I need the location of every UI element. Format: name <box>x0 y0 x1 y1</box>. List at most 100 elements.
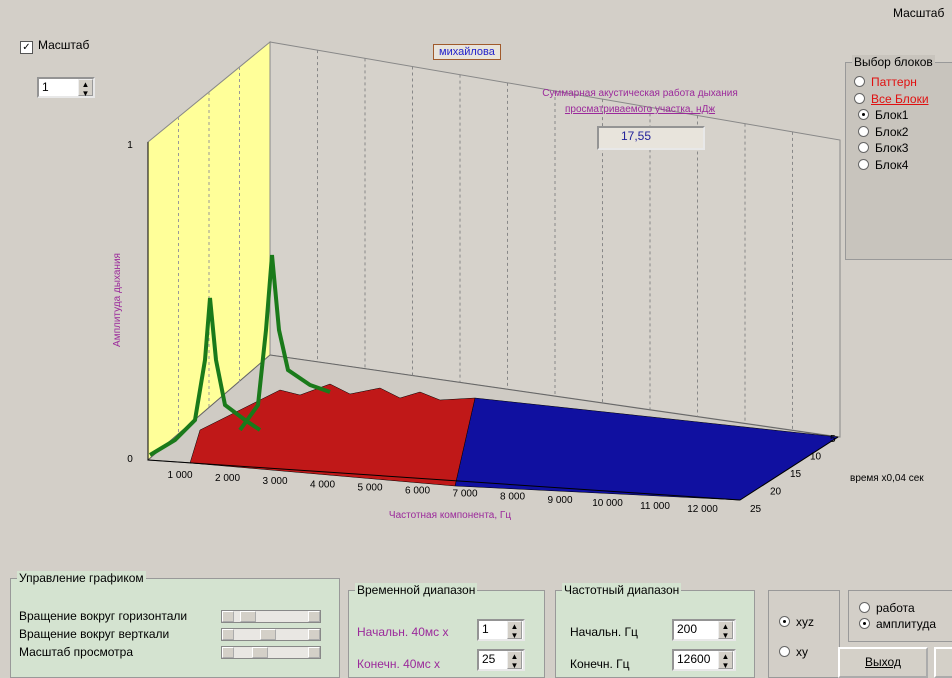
graph-control: Управление графиком Вращение вокруг гори… <box>10 571 340 678</box>
work-value-text: 17,55 <box>621 129 652 143</box>
scroll-arrow[interactable] <box>308 647 320 658</box>
radio-button[interactable] <box>858 125 869 137</box>
group-title: Частотный диапазон <box>562 583 682 597</box>
radio-button[interactable] <box>858 109 869 120</box>
radio-label: работа <box>876 601 915 615</box>
radio-option[interactable]: Блок2 <box>858 125 908 139</box>
radio-option[interactable]: Блок4 <box>858 158 908 172</box>
z-tick-label: 5 <box>830 434 836 445</box>
y-tick-label: 1 <box>127 140 133 151</box>
time-range: Временной диапазон Начальн. 40мс х 1 ▲ ▼ … <box>348 583 545 678</box>
input-value: 200 <box>677 622 698 636</box>
input-value: 12600 <box>677 652 711 666</box>
radio-label: Блок3 <box>875 141 909 155</box>
freq-end-label: Конечн. Гц <box>570 657 630 671</box>
scroll-arrow[interactable] <box>222 647 234 658</box>
x-axis-title: Частотная компонента, Гц <box>389 510 511 521</box>
radio-label: xy <box>796 645 808 659</box>
work-title-1: Суммарная акустическая работа дыхания <box>542 87 737 99</box>
radio-label: Все Блоки <box>871 91 929 106</box>
x-tick-label: 3 000 <box>262 476 287 487</box>
z-axis <box>739 436 839 501</box>
scroll-arrow[interactable] <box>308 629 320 640</box>
z-tick-label: 20 <box>770 487 782 498</box>
scroll-arrow[interactable] <box>308 611 320 622</box>
scrollbar[interactable] <box>221 646 321 659</box>
work-value: 17,55 <box>597 126 705 150</box>
spinner-buttons[interactable]: ▲ ▼ <box>507 621 522 640</box>
time-end-label: Конечн. 40мс х <box>357 657 441 671</box>
input-value: 1 <box>482 622 489 636</box>
scrollbar[interactable] <box>221 628 321 641</box>
y-tick-label: 0 <box>127 454 133 465</box>
radio-button[interactable] <box>779 646 790 657</box>
block-selection: Выбор блоков Паттерн Все Блоки Блок1 Блок2 Б… <box>845 55 952 260</box>
radio-label: Блок2 <box>875 124 909 139</box>
radio-button[interactable] <box>779 616 790 627</box>
surface-green-peak <box>148 297 262 457</box>
radio-option[interactable]: Все Блоки <box>854 92 929 106</box>
radio-label: Блок4 <box>875 157 909 172</box>
radio-label: xyz <box>796 615 814 629</box>
radio-option[interactable]: Блок3 <box>858 141 908 155</box>
group-title: Временной диапазон <box>355 583 478 597</box>
control-label: Вращение вокруг горизонтали <box>19 609 188 623</box>
radio-button[interactable] <box>859 618 870 629</box>
scroll-thumb[interactable] <box>240 611 256 622</box>
scroll-thumb[interactable] <box>252 647 268 658</box>
scroll-arrow[interactable] <box>222 611 234 622</box>
x-tick-label: 9 000 <box>547 495 572 506</box>
radio-button[interactable] <box>854 92 865 104</box>
scroll-arrow[interactable] <box>222 629 234 640</box>
radio-button[interactable] <box>858 158 869 170</box>
input-value: 25 <box>482 652 496 666</box>
spinner-buttons[interactable]: ▲ ▼ <box>78 79 93 98</box>
radio-option[interactable]: работа <box>859 601 915 615</box>
spinner-buttons[interactable]: ▲ ▼ <box>718 621 733 640</box>
radio-option[interactable]: xy <box>779 645 808 659</box>
radio-option[interactable]: Блок1 <box>858 108 908 122</box>
z-axis-title: время х0,04 сек <box>850 473 924 484</box>
scroll-thumb[interactable] <box>260 629 276 640</box>
z-tick-label: 15 <box>790 469 802 480</box>
spinner-buttons[interactable]: ▲ ▼ <box>507 651 522 670</box>
radio-label: Блок1 <box>875 108 909 122</box>
scale-header: Масштаб <box>893 6 945 20</box>
radio-option[interactable]: Паттерн <box>854 75 917 89</box>
spinner-buttons[interactable]: ▲ ▼ <box>718 651 733 670</box>
x-tick-label: 10 000 <box>592 498 623 509</box>
patient-name: михайлова <box>433 44 501 60</box>
y-axis-title: Амплитуда дыхания <box>112 253 123 347</box>
x-tick-label: 11 000 <box>640 501 670 512</box>
surface-red <box>189 383 476 487</box>
checkbox-box[interactable]: ✓ <box>20 41 33 54</box>
exit-button[interactable]: Выход <box>838 647 928 678</box>
time-start-label: Начальн. 40мс х <box>357 625 449 639</box>
extra-button[interactable] <box>934 647 952 678</box>
radio-label: Паттерн <box>871 75 917 89</box>
control-label: Вращение вокруг верткали <box>19 627 170 641</box>
radio-button[interactable] <box>854 76 865 87</box>
display-mode: работа амплитуда <box>848 590 952 642</box>
radio-button[interactable] <box>859 602 870 613</box>
radio-option[interactable]: амплитуда <box>859 617 936 631</box>
x-tick-label: 6 000 <box>405 486 430 497</box>
control-label: Масштаб просмотра <box>19 645 134 659</box>
checkbox-label: Масштаб <box>38 38 90 52</box>
freq-range: Частотный диапазон Начальн. Гц 200 ▲ ▼ Ко… <box>555 583 755 678</box>
surface-green-peak <box>238 254 331 432</box>
x-tick-label: 7 000 <box>452 489 477 500</box>
scrollbar[interactable] <box>221 610 321 623</box>
x-tick-label: 2 000 <box>215 473 240 484</box>
work-title-2: просматриваемого участка, нДж <box>565 104 715 115</box>
x-tick-label: 12 000 <box>687 504 718 515</box>
scale-checkbox[interactable]: ✓ Масштаб <box>20 38 89 54</box>
x-tick-label: 4 000 <box>310 479 335 490</box>
spinner-value: 1 <box>42 80 49 94</box>
plot-3d: Амплитуда дыхания Частотная компонента, … <box>112 40 924 521</box>
wall-grid <box>178 50 793 434</box>
group-title: Управление графиком <box>17 571 146 585</box>
x-axis <box>147 459 741 501</box>
radio-option[interactable]: xyz <box>779 615 814 629</box>
radio-button[interactable] <box>858 142 869 153</box>
